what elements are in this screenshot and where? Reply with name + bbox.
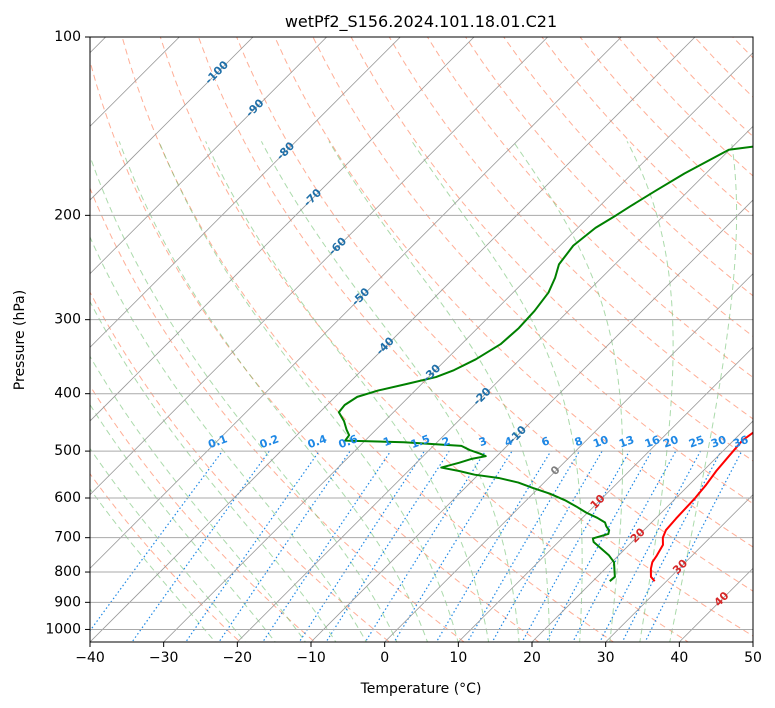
- mixing-ratio-label: 1: [381, 434, 393, 449]
- moist-adiabat: [90, 447, 246, 642]
- isotherm-line: [90, 37, 549, 496]
- y-tick-label: 1000: [45, 621, 81, 637]
- mixing-ratio-label: 16: [643, 433, 662, 451]
- mixing-ratio-label: 36: [731, 433, 750, 451]
- mixing-ratio-label: 4: [503, 434, 515, 449]
- isotherm-line: [90, 37, 328, 275]
- isotherm-line: [90, 37, 696, 642]
- moist-adiabat: [158, 141, 459, 642]
- dry-adiabat: [159, 37, 690, 642]
- dry-adiabat: [121, 37, 615, 642]
- isotherm-line: [310, 199, 753, 642]
- dry-adiabat: [90, 472, 241, 642]
- dry-adiabat: [197, 37, 753, 637]
- grid-layer: [90, 37, 753, 642]
- y-tick-label: 100: [54, 29, 81, 45]
- y-tick-label: 300: [54, 312, 81, 328]
- dry-adiabat: [464, 37, 753, 337]
- temperature-profile: [649, 431, 753, 582]
- moist-adiabat: [626, 141, 674, 642]
- dry-adiabat: [90, 186, 465, 642]
- x-tick-label: 20: [523, 650, 541, 666]
- mixing-ratio-label: 0.1: [206, 432, 229, 451]
- x-tick-label: −30: [149, 650, 179, 666]
- dry-adiabat: [426, 37, 753, 378]
- mixing-ratio-label: 0.6: [337, 432, 360, 451]
- plot-frame: [89, 36, 754, 643]
- isotherm-line: [90, 37, 622, 569]
- y-tick-label: 400: [54, 386, 81, 402]
- x-tick-label: −20: [223, 650, 253, 666]
- mixing-ratio-label: 2: [440, 434, 452, 449]
- axis-ticks: −40 −30 −20 −10 0 10 20 30 40 5010020030040050060…: [45, 29, 762, 666]
- y-tick-label: 500: [54, 443, 81, 459]
- mixing-ratio-label: 3: [477, 434, 489, 449]
- x-tick-label: 50: [744, 650, 762, 666]
- moist-adiabat: [260, 141, 520, 642]
- isotherm-line: [90, 37, 475, 422]
- x-tick-label: 30: [597, 650, 615, 666]
- moist-adiabat: [118, 141, 429, 642]
- dry-adiabat: [503, 37, 753, 297]
- y-tick-label: 600: [54, 490, 81, 506]
- y-tick-label: 200: [54, 207, 81, 223]
- mixing-ratio-label: 6: [540, 434, 552, 449]
- mixing-ratio-label: 13: [617, 433, 636, 450]
- x-tick-label: 40: [670, 650, 688, 666]
- moist-adiabat: [90, 403, 276, 642]
- mixing-ratio-label: 0.4: [306, 432, 329, 451]
- y-tick-label: 700: [54, 530, 81, 546]
- mixing-ratio-label: 10: [591, 433, 610, 451]
- x-tick-label: −10: [296, 650, 326, 666]
- isotherm-line: [457, 346, 753, 642]
- x-tick-label: −40: [75, 650, 105, 666]
- moist-adiabat: [90, 300, 337, 642]
- moist-adiabat: [669, 141, 738, 642]
- moist-adiabat: [205, 141, 490, 642]
- mixing-ratio-label: 20: [661, 433, 680, 451]
- x-tick-label: 0: [380, 650, 389, 666]
- chart-title: wetPf2_S156.2024.101.18.01.C21: [285, 12, 557, 32]
- isotherm-line: [531, 420, 753, 642]
- dry-adiabat: [90, 384, 316, 642]
- isotherm-line: [90, 37, 254, 201]
- series-layer: [337, 145, 753, 582]
- mixing-ratio-label: 1.5: [409, 432, 432, 451]
- dry-adiabat: [236, 37, 753, 592]
- isotherm-line: [163, 52, 753, 642]
- moist-adiabat: [512, 141, 624, 642]
- y-tick-label: 800: [54, 564, 81, 580]
- x-tick-label: 10: [449, 650, 467, 666]
- isotherm-line: [384, 273, 753, 642]
- mixing-ratio-label: 30: [709, 433, 728, 451]
- y-tick-label: 900: [54, 594, 81, 610]
- isotherm-line: [90, 37, 180, 127]
- isotherm-line: [90, 37, 401, 348]
- dry-adiabat: [90, 291, 391, 642]
- isotherm-line: [605, 494, 753, 642]
- y-axis-label: Pressure (hPa): [12, 290, 28, 390]
- mixing-ratio-label: 0.2: [258, 432, 281, 451]
- dry-adiabat: [90, 59, 540, 642]
- mixing-ratio-label: 8: [573, 434, 585, 449]
- moist-adiabat: [90, 235, 367, 642]
- isotherm-line: [236, 125, 753, 642]
- dry-adiabat: [312, 37, 753, 505]
- mixing-ratio-label: 25: [687, 433, 706, 450]
- dewpoint-profile: [337, 145, 753, 582]
- x-axis-label: Temperature (°C): [360, 681, 482, 697]
